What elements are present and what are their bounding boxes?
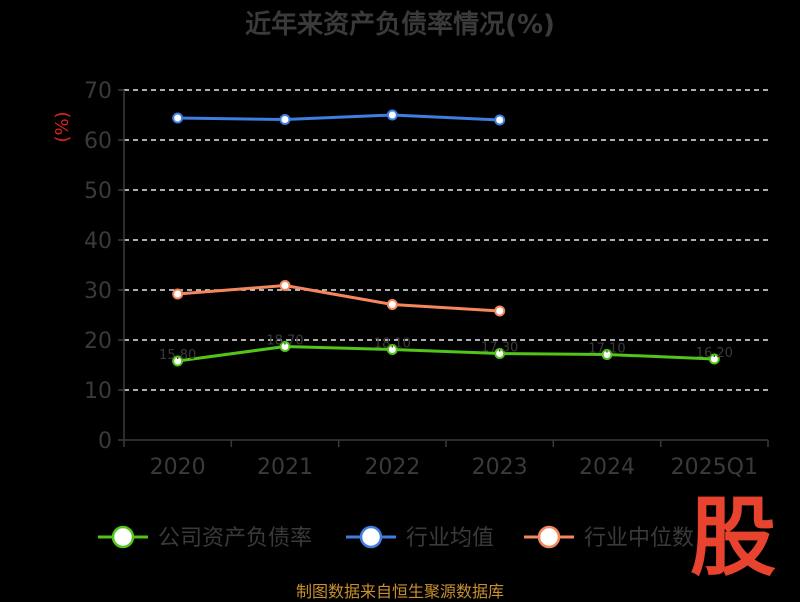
legend-label: 行业均值 bbox=[406, 526, 494, 551]
x-tick-label: 2025Q1 bbox=[671, 455, 758, 480]
data-label: 17.10 bbox=[588, 342, 625, 357]
x-tick-label: 2020 bbox=[150, 455, 206, 480]
legend-item[interactable]: 公司资产负债率 bbox=[98, 525, 312, 551]
series-1 bbox=[172, 109, 506, 126]
data-label: 18.70 bbox=[266, 334, 303, 349]
data-point bbox=[494, 305, 506, 317]
data-label: 17.30 bbox=[481, 341, 518, 356]
data-point bbox=[494, 114, 506, 126]
x-tick-label: 2024 bbox=[579, 455, 635, 480]
y-tick-label: 10 bbox=[84, 379, 112, 404]
axes bbox=[123, 90, 768, 441]
series-2 bbox=[172, 280, 506, 317]
data-point bbox=[386, 344, 398, 355]
data-point bbox=[172, 112, 184, 124]
data-point bbox=[279, 280, 291, 291]
data-point bbox=[708, 353, 720, 365]
series: 15.80 18.70 18.10 17.30 17.10 16.20 bbox=[159, 109, 733, 367]
data-point bbox=[279, 341, 291, 352]
y-tick-label: 30 bbox=[84, 279, 112, 304]
x-tick-label: 2021 bbox=[257, 455, 313, 480]
grid-lines bbox=[124, 89, 768, 391]
x-tick-label: 2023 bbox=[472, 455, 528, 480]
x-tick-label: 2022 bbox=[364, 455, 420, 480]
data-label: 15.80 bbox=[159, 348, 196, 363]
legend-label: 行业中位数 bbox=[584, 526, 694, 551]
legend-item[interactable]: 行业均值 bbox=[346, 525, 494, 551]
source-note: 制图数据来自恒生聚源数据库 bbox=[295, 582, 504, 601]
data-point bbox=[279, 114, 291, 125]
data-point bbox=[386, 299, 398, 310]
data-point bbox=[601, 349, 613, 360]
series-line bbox=[177, 113, 500, 122]
legend-marker bbox=[537, 525, 561, 549]
data-point bbox=[494, 348, 506, 359]
y-tick-label: 0 bbox=[98, 429, 112, 454]
data-label: 16.20 bbox=[696, 346, 733, 361]
y-tick-label: 70 bbox=[84, 79, 112, 104]
legend-marker bbox=[359, 525, 383, 549]
x-tick-labels: 2020 2021 2022 2023 2024 2025Q1 bbox=[123, 440, 769, 480]
series-line bbox=[177, 345, 715, 363]
data-point bbox=[172, 355, 184, 367]
legend-marker bbox=[111, 525, 135, 549]
y-tick-label: 20 bbox=[84, 329, 112, 354]
watermark-logo: 股 bbox=[690, 488, 776, 588]
y-tick-label: 50 bbox=[84, 179, 112, 204]
y-axis-label: (%) bbox=[52, 111, 73, 142]
legend-item[interactable]: 行业中位数 bbox=[524, 525, 694, 551]
y-tick-label: 40 bbox=[84, 229, 112, 254]
legend: 公司资产负债率 行业均值 行业中位数 bbox=[98, 525, 694, 551]
y-tick-label: 60 bbox=[84, 129, 112, 154]
data-point bbox=[172, 288, 184, 300]
y-tick-labels: 0 10 20 30 40 50 60 70 bbox=[84, 79, 124, 454]
data-point bbox=[386, 109, 398, 121]
series-0: 15.80 18.70 18.10 17.30 17.10 16.20 bbox=[159, 334, 733, 367]
data-label: 18.10 bbox=[374, 337, 411, 352]
chart-title: 近年来资产负债率情况(%) bbox=[245, 10, 555, 40]
legend-label: 公司资产负债率 bbox=[158, 526, 312, 551]
series-line bbox=[177, 284, 500, 313]
